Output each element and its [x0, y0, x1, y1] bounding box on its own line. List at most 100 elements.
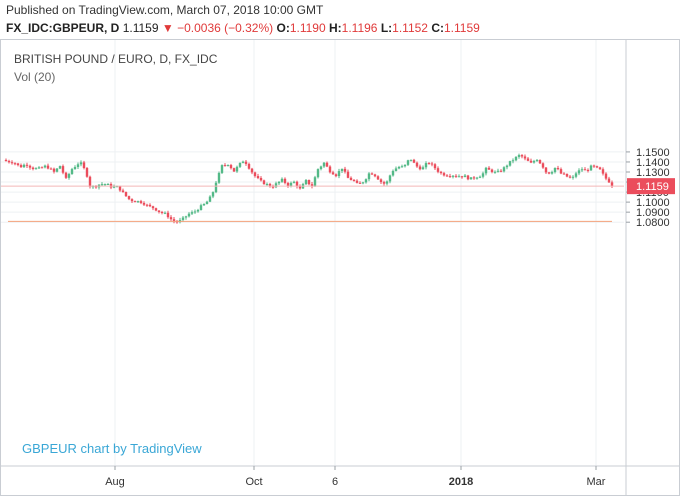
candle-body — [16, 163, 20, 166]
overlays: 1.1159 — [1, 178, 675, 222]
candle-body — [136, 201, 140, 203]
time-tick-label: Aug — [105, 476, 125, 488]
candle-body — [547, 172, 551, 174]
candle — [103, 183, 107, 186]
candle-body — [574, 173, 578, 177]
candle-body — [295, 181, 299, 187]
candle-body — [376, 176, 380, 180]
candle-body — [382, 182, 386, 184]
candle — [121, 188, 125, 193]
candle-body — [421, 167, 425, 170]
price-tick-label: 1.0800 — [636, 217, 670, 229]
candle-body — [49, 168, 53, 170]
candle-body — [463, 175, 467, 177]
candle — [238, 162, 242, 168]
candle-body — [331, 172, 335, 175]
candle-body — [469, 177, 473, 180]
candle — [184, 215, 188, 220]
candle — [589, 164, 593, 171]
candle — [196, 208, 200, 213]
candle-body — [46, 165, 50, 169]
candle — [250, 167, 254, 175]
candle-body — [31, 167, 35, 169]
candle-body — [394, 168, 398, 171]
candle-body — [52, 168, 56, 172]
last-price-badge — [627, 178, 675, 195]
candle — [154, 207, 158, 212]
candle-body — [325, 162, 329, 167]
candle-body — [127, 196, 131, 200]
candle-body — [433, 164, 437, 169]
open-value: 1.1190 — [289, 21, 326, 35]
candle-body — [82, 162, 86, 169]
candle — [562, 172, 566, 175]
price-axis[interactable]: 1.15001.14001.13001.12001.11001.10001.09… — [625, 40, 670, 496]
volume-indicator-label[interactable]: Vol (20) — [14, 70, 56, 84]
candle-body — [118, 186, 122, 191]
high-label: H: — [329, 21, 342, 35]
candle — [406, 159, 410, 166]
candle-body — [64, 172, 68, 178]
candle — [436, 166, 440, 174]
candle — [10, 160, 14, 165]
down-arrow-icon: ▼ — [161, 21, 174, 35]
candle-body — [208, 196, 212, 202]
candle — [487, 166, 491, 170]
candle — [298, 184, 302, 190]
candle — [592, 164, 596, 168]
price-tick-label: 1.1400 — [636, 157, 670, 169]
candle — [394, 166, 398, 172]
candle — [505, 164, 509, 170]
candle — [550, 170, 554, 175]
candle — [355, 179, 359, 184]
candlestick-chart[interactable]: 1.15001.14001.13001.12001.11001.10001.09… — [0, 39, 681, 497]
low-label: L: — [380, 21, 393, 35]
candle — [538, 159, 542, 164]
candle-body — [427, 163, 431, 165]
candle — [379, 178, 383, 184]
time-axis[interactable]: Aug Oct 6 2018 Mar — [1, 465, 680, 488]
candle-body — [442, 173, 446, 176]
candle — [481, 171, 485, 179]
published-line: Published on TradingView.com, March 07, … — [6, 3, 324, 17]
candle-body — [244, 161, 248, 164]
candle — [16, 162, 20, 167]
candles — [4, 153, 614, 224]
candle-body — [130, 199, 134, 202]
candle-body — [337, 171, 341, 177]
last-value: 1.1159 — [122, 21, 159, 35]
candle — [199, 203, 203, 211]
candle — [457, 174, 461, 178]
candle — [340, 168, 344, 173]
candle — [367, 172, 371, 182]
candle-body — [322, 162, 326, 167]
low-value: 1.1152 — [392, 21, 428, 35]
candle — [214, 180, 218, 194]
candle-body — [517, 155, 521, 157]
candle-body — [193, 211, 197, 213]
candle — [337, 168, 341, 179]
candle-body — [484, 167, 488, 174]
candle — [85, 167, 89, 178]
candle-body — [538, 160, 542, 164]
candle — [157, 210, 161, 214]
candle — [547, 171, 551, 175]
candle-body — [586, 169, 590, 171]
candle-body — [85, 168, 89, 177]
candle — [376, 175, 380, 180]
candle-body — [163, 212, 167, 214]
candle — [331, 170, 335, 175]
candle-body — [67, 174, 71, 178]
candle — [556, 165, 560, 171]
candle-body — [346, 171, 350, 178]
candle — [100, 182, 104, 187]
candle — [604, 172, 608, 181]
candle-body — [514, 156, 518, 161]
candle — [232, 167, 236, 172]
candle — [205, 200, 209, 205]
candle-body — [490, 169, 494, 172]
candle — [463, 173, 467, 178]
candle — [526, 156, 530, 162]
chart-frame — [0, 39, 680, 496]
watermark: GBPEUR chart by TradingView — [22, 441, 202, 456]
